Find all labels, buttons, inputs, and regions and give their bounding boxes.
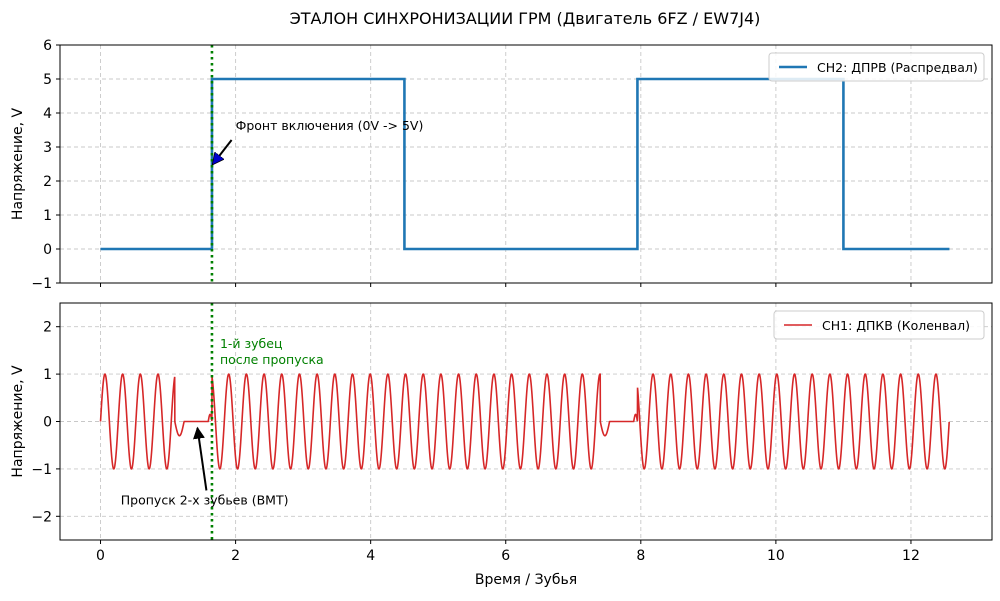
- legend-label: CH1: ДПКВ (Коленвал): [822, 318, 970, 333]
- legend-box: [768, 52, 985, 82]
- y-tick-label: −1: [31, 462, 52, 478]
- y-tick-label: −2: [31, 509, 52, 525]
- y-tick-label: −1: [31, 276, 52, 292]
- annotation-label: Пропуск 2-х зубьев (ВМТ): [121, 492, 289, 507]
- annotation-arrow: [193, 426, 208, 491]
- plot-top: Фронт включения (0V -> 5V) −1 0 1 2 3 4 5 6 Напря…: [10, 38, 993, 292]
- y-axis-label: Напряжение, V: [10, 108, 26, 221]
- x-axis-label: Время / Зубья: [475, 572, 577, 588]
- y-tick-label: 6: [43, 38, 52, 54]
- series-line: [99, 373, 950, 470]
- legend-box: [773, 310, 985, 340]
- y-axis-label: Напряжение, V: [10, 365, 26, 478]
- series-group: [99, 373, 950, 470]
- y-tick-label: 1: [43, 208, 52, 224]
- y-tick-label: 0: [43, 415, 52, 431]
- legend-label: CH2: ДПРВ (Распредвал): [817, 60, 978, 75]
- x-tick-label: 2: [231, 548, 240, 564]
- series-line: [100, 77, 950, 251]
- x-tick-label: 12: [902, 548, 920, 564]
- vline-label: после пропуска: [220, 352, 324, 367]
- y-tick-label: 2: [43, 174, 52, 190]
- chart-title: ЭТАЛОН СИНХРОНИЗАЦИИ ГРМ (Двигатель 6FZ …: [290, 9, 761, 28]
- y-tick-label: 4: [43, 106, 52, 122]
- y-tick-label: 5: [43, 72, 52, 88]
- x-tick-label: 4: [366, 548, 375, 564]
- legend: CH1: ДПКВ (Коленвал): [773, 310, 985, 340]
- y-tick-label: 3: [43, 140, 52, 156]
- x-tick-label: 0: [96, 548, 105, 564]
- x-tick-label: 6: [501, 548, 510, 564]
- plot-frame: [59, 44, 993, 284]
- x-tick-label: 10: [767, 548, 785, 564]
- series-group: [100, 77, 950, 251]
- x-tick-label: 8: [636, 548, 645, 564]
- vline-label: 1-й зубец: [220, 336, 283, 351]
- legend: CH2: ДПРВ (Распредвал): [768, 52, 985, 82]
- y-tick-label: 1: [43, 367, 52, 383]
- y-tick-label: 2: [43, 320, 52, 336]
- annotation-arrow: [213, 139, 233, 164]
- y-tick-label: 0: [43, 242, 52, 258]
- annotation-label: Фронт включения (0V -> 5V): [236, 118, 424, 133]
